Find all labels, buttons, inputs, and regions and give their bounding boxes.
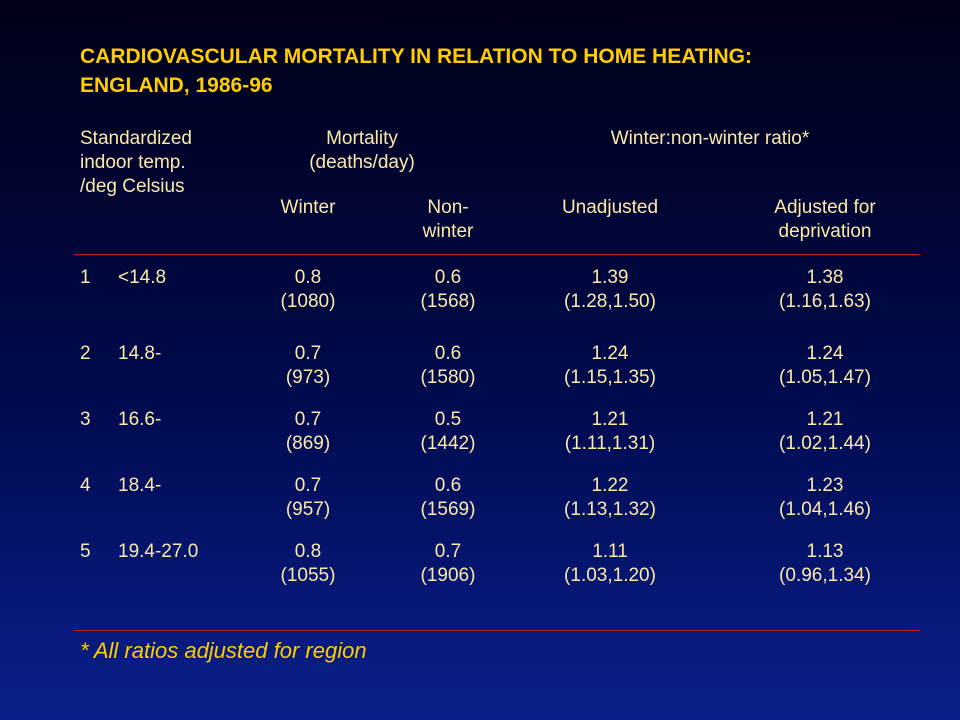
header-nonwinter-line-1: Non-: [427, 197, 469, 218]
header-adjusted-line-2: deprivation: [778, 221, 872, 242]
row-winter: 0.7 (973): [258, 342, 358, 390]
unadjusted-ci: (1.28,1.50): [564, 291, 656, 312]
unadjusted-ci: (1.11,1.31): [564, 433, 656, 454]
row-temp: 14.8-: [118, 343, 162, 364]
header-winter: Winter: [280, 197, 336, 218]
winter-deaths: (973): [285, 367, 331, 388]
row-winter: 0.8 (1080): [258, 266, 358, 314]
row-temp: <14.8: [118, 267, 167, 288]
winter-rate: 0.8: [294, 267, 322, 288]
header-adjusted: Adjusted for deprivation: [740, 196, 910, 244]
header-nonwinter: Non- winter: [388, 196, 508, 244]
row-winter: 0.7 (869): [258, 408, 358, 456]
unadjusted-ratio: 1.22: [591, 475, 629, 496]
nonwinter-deaths: (1568): [420, 291, 476, 312]
unadjusted-ratio: 1.11: [592, 541, 628, 562]
adjusted-ratio: 1.24: [806, 343, 844, 364]
row-adjusted: 1.24 (1.05,1.47): [745, 342, 905, 390]
adjusted-ratio: 1.21: [806, 409, 844, 430]
row-unadjusted: 1.21 (1.11,1.31): [530, 408, 690, 456]
winter-rate: 0.8: [294, 541, 322, 562]
unadjusted-ci: (1.13,1.32): [564, 499, 656, 520]
nonwinter-rate: 0.6: [434, 343, 462, 364]
row-adjusted: 1.23 (1.04,1.46): [745, 474, 905, 522]
header-temp-line-3: /deg Celsius: [80, 176, 185, 197]
row-nonwinter: 0.6 (1569): [398, 474, 498, 522]
row-number: 3: [80, 409, 91, 430]
header-adjusted-line-1: Adjusted for: [774, 197, 876, 218]
adjusted-ci: (1.02,1.44): [779, 433, 871, 454]
row-unadjusted: 1.22 (1.13,1.32): [530, 474, 690, 522]
title-line-2: ENGLAND, 1986-96: [80, 74, 273, 97]
header-temp-line-1: Standardized: [80, 128, 192, 149]
unadjusted-ratio: 1.39: [591, 267, 629, 288]
winter-rate: 0.7: [294, 409, 322, 430]
adjusted-ci: (1.04,1.46): [779, 499, 871, 520]
row-winter: 0.7 (957): [258, 474, 358, 522]
header-unadjusted: Unadjusted: [561, 197, 659, 218]
header-temp-line-2: indoor temp.: [80, 152, 186, 173]
header-mortality-line-2: (deaths/day): [309, 152, 415, 173]
row-unadjusted: 1.11 (1.03,1.20): [530, 540, 690, 588]
header-rule: [74, 254, 920, 255]
nonwinter-deaths: (1906): [420, 565, 476, 586]
row-adjusted: 1.38 (1.16,1.63): [745, 266, 905, 314]
row-number: 5: [80, 541, 91, 562]
header-mortality-line-1: Mortality: [326, 128, 398, 149]
adjusted-ratio: 1.23: [806, 475, 844, 496]
nonwinter-rate: 0.6: [434, 267, 462, 288]
row-temp: 18.4-: [118, 475, 162, 496]
header-mortality: Mortality (deaths/day): [272, 127, 452, 175]
row-unadjusted: 1.39 (1.28,1.50): [530, 266, 690, 314]
header-ratio: Winter:non-winter ratio*: [610, 128, 810, 149]
row-nonwinter: 0.6 (1568): [398, 266, 498, 314]
winter-deaths: (1080): [280, 291, 336, 312]
nonwinter-deaths: (1580): [420, 367, 476, 388]
winter-rate: 0.7: [294, 343, 322, 364]
header-temp: Standardized indoor temp. /deg Celsius: [80, 127, 192, 199]
row-number: 1: [80, 267, 91, 288]
row-nonwinter: 0.7 (1906): [398, 540, 498, 588]
unadjusted-ratio: 1.24: [591, 343, 629, 364]
winter-deaths: (957): [285, 499, 331, 520]
row-number: 2: [80, 343, 91, 364]
row-unadjusted: 1.24 (1.15,1.35): [530, 342, 690, 390]
winter-deaths: (1055): [280, 565, 336, 586]
row-adjusted: 1.21 (1.02,1.44): [745, 408, 905, 456]
row-nonwinter: 0.5 (1442): [398, 408, 498, 456]
nonwinter-deaths: (1569): [420, 499, 476, 520]
title-line-1: CARDIOVASCULAR MORTALITY IN RELATION TO …: [80, 45, 752, 68]
nonwinter-rate: 0.6: [434, 475, 462, 496]
adjusted-ci: (0.96,1.34): [779, 565, 871, 586]
row-winter: 0.8 (1055): [258, 540, 358, 588]
adjusted-ratio: 1.13: [806, 541, 844, 562]
row-nonwinter: 0.6 (1580): [398, 342, 498, 390]
adjusted-ratio: 1.38: [806, 267, 844, 288]
row-temp: 16.6-: [118, 409, 162, 430]
row-number: 4: [80, 475, 91, 496]
slide-title: CARDIOVASCULAR MORTALITY IN RELATION TO …: [80, 42, 930, 100]
nonwinter-rate: 0.7: [434, 541, 462, 562]
nonwinter-deaths: (1442): [420, 433, 476, 454]
footer-rule: [74, 630, 920, 631]
header-nonwinter-line-2: winter: [422, 221, 474, 242]
adjusted-ci: (1.05,1.47): [779, 367, 871, 388]
nonwinter-rate: 0.5: [434, 409, 462, 430]
row-adjusted: 1.13 (0.96,1.34): [745, 540, 905, 588]
adjusted-ci: (1.16,1.63): [779, 291, 871, 312]
winter-rate: 0.7: [294, 475, 322, 496]
row-temp: 19.4-27.0: [118, 541, 199, 562]
unadjusted-ratio: 1.21: [591, 409, 629, 430]
unadjusted-ci: (1.03,1.20): [564, 565, 656, 586]
unadjusted-ci: (1.15,1.35): [564, 367, 656, 388]
winter-deaths: (869): [285, 433, 331, 454]
footnote: * All ratios adjusted for region: [80, 638, 367, 663]
